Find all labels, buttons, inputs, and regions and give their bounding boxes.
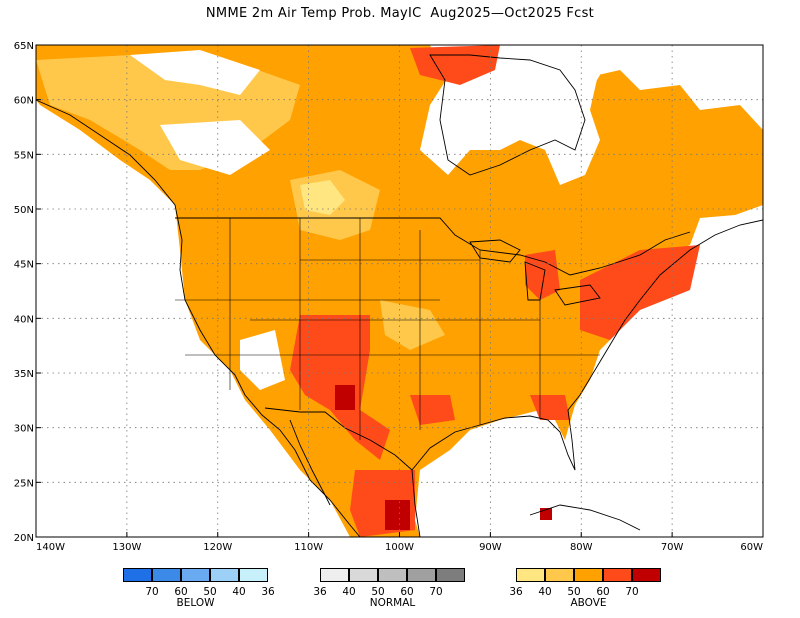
above-36-region-3 bbox=[380, 300, 445, 350]
normal-tick-label: 60 bbox=[400, 586, 414, 598]
above-swatch bbox=[574, 568, 603, 582]
below-swatch bbox=[123, 568, 152, 582]
normal-swatch bbox=[407, 568, 436, 582]
below-tick-label: 50 bbox=[203, 586, 217, 598]
lon-tick-label: 80W bbox=[570, 542, 593, 553]
above-legend-label: ABOVE bbox=[570, 597, 607, 609]
normal-swatch bbox=[436, 568, 465, 582]
lat-tick-label: 45N bbox=[14, 260, 34, 271]
state-lines bbox=[175, 218, 600, 440]
below-swatch bbox=[239, 568, 268, 582]
equal-chances-region-4 bbox=[240, 330, 285, 390]
lat-tick-label: 55N bbox=[14, 150, 34, 161]
normal-tick-label: 40 bbox=[342, 586, 356, 598]
below-tick-label: 60 bbox=[174, 586, 188, 598]
lat-tick-label: 35N bbox=[14, 369, 34, 380]
above-60-region-mex bbox=[385, 500, 410, 530]
pacific-coastline bbox=[35, 99, 361, 538]
hudson-bay bbox=[429, 54, 586, 176]
normal-swatch bbox=[378, 568, 407, 582]
cuba bbox=[529, 504, 641, 531]
below-tick-label: 36 bbox=[261, 586, 275, 598]
above-tick-label: 70 bbox=[625, 586, 639, 598]
lon-tick-label: 60W bbox=[740, 542, 763, 553]
lat-tick-label: 60N bbox=[14, 96, 34, 107]
lon-tick-label: 140W bbox=[36, 542, 65, 553]
equal-chances-region-2 bbox=[160, 120, 270, 175]
lon-tick-label: 130W bbox=[112, 542, 141, 553]
normal-tick-label: 36 bbox=[313, 586, 327, 598]
gulf-coastline bbox=[411, 219, 764, 538]
lat-tick-label: 65N bbox=[14, 41, 34, 52]
lon-tick-label: 110W bbox=[294, 542, 323, 553]
above-swatch bbox=[632, 568, 661, 582]
lon-tick-label: 120W bbox=[203, 542, 232, 553]
above-36-region-4 bbox=[300, 180, 345, 215]
lat-tick-label: 30N bbox=[14, 424, 34, 435]
us-canada-border bbox=[175, 217, 691, 276]
equal-chances-region-3 bbox=[500, 50, 600, 100]
normal-tick-label: 70 bbox=[429, 586, 443, 598]
normal-tick-label: 50 bbox=[371, 586, 385, 598]
normal-legend-label: NORMAL bbox=[369, 597, 416, 609]
latitude-labels: 65N 60N 55N 50N 45N 40N 35N 30N 25N 20N bbox=[14, 41, 41, 544]
above-50-region-ne bbox=[580, 245, 700, 340]
normal-swatch bbox=[320, 568, 349, 582]
lon-tick-label: 90W bbox=[479, 542, 502, 553]
lat-tick-label: 40N bbox=[14, 314, 34, 325]
equal-chances-region bbox=[130, 50, 260, 95]
lat-tick-label: 50N bbox=[14, 205, 34, 216]
below-legend-label: BELOW bbox=[176, 597, 215, 609]
above-swatch bbox=[545, 568, 574, 582]
longitude-labels: 140W 130W 120W 110W 100W 90W 80W 70W 60W bbox=[35, 532, 764, 553]
below-swatch bbox=[181, 568, 210, 582]
lon-tick-label: 70W bbox=[661, 542, 684, 553]
baja-peninsula bbox=[289, 419, 331, 506]
lat-lon-grid bbox=[36, 45, 763, 537]
above-50-region-lakes bbox=[525, 250, 560, 300]
below-tick-label: 40 bbox=[232, 586, 246, 598]
above-swatch bbox=[603, 568, 632, 582]
lat-tick-label: 25N bbox=[14, 478, 34, 489]
below-tick-label: 70 bbox=[145, 586, 159, 598]
above-60-region-nm bbox=[335, 385, 355, 410]
probability-shading bbox=[36, 45, 763, 537]
lon-tick-label: 100W bbox=[385, 542, 414, 553]
normal-swatch bbox=[349, 568, 378, 582]
above-swatch bbox=[516, 568, 545, 582]
below-swatch bbox=[210, 568, 239, 582]
above-tick-label: 40 bbox=[538, 586, 552, 598]
above-tick-label: 50 bbox=[567, 586, 581, 598]
map-title: NMME 2m Air Temp Prob. MayIC Aug2025—Oct… bbox=[205, 6, 595, 21]
coastlines-and-borders bbox=[35, 54, 764, 538]
below-swatch bbox=[152, 568, 181, 582]
lat-tick-label: 20N bbox=[14, 533, 34, 544]
above-tick-label: 36 bbox=[509, 586, 523, 598]
above-50-region-gulf bbox=[410, 395, 455, 425]
above-tick-label: 60 bbox=[596, 586, 610, 598]
